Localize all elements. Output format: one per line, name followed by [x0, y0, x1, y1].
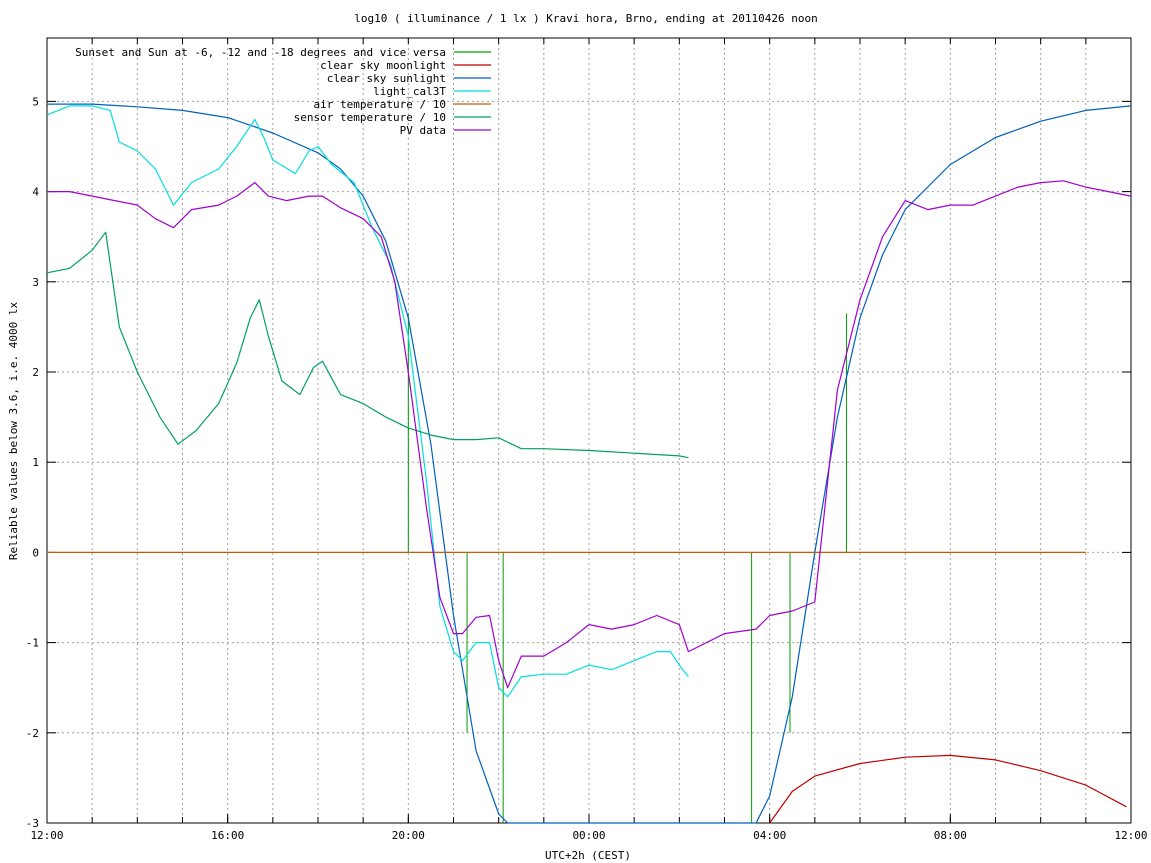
- x-tick-label: 08:00: [934, 829, 967, 842]
- y-tick-label: 2: [32, 366, 39, 379]
- x-tick-label: 04:00: [753, 829, 786, 842]
- y-tick-label: 4: [32, 186, 39, 199]
- y-tick-label: -2: [26, 727, 39, 740]
- y-axis-label: Reliable values below 3.6, i.e. 4000 lx: [7, 301, 20, 560]
- x-tick-label: 00:00: [572, 829, 605, 842]
- series-line-moon: [769, 754, 1127, 824]
- y-tick-label: -1: [26, 637, 39, 650]
- y-tick-label: 0: [32, 546, 39, 559]
- legend-label: clear sky moonlight: [320, 59, 446, 72]
- series-line-sun: [47, 103, 1132, 824]
- x-tick-label: 20:00: [392, 829, 425, 842]
- legend-label: Sunset and Sun at -6, -12 and -18 degree…: [75, 46, 446, 59]
- y-tick-label: 5: [32, 95, 39, 108]
- series-line-sensor: [46, 231, 689, 459]
- legend-label: PV data: [400, 124, 446, 137]
- legend-label: light_cal3T: [373, 85, 446, 98]
- series-line-pv: [47, 180, 1132, 689]
- y-tick-label: 1: [32, 456, 39, 469]
- series-line-light: [46, 105, 689, 698]
- legend-label: sensor temperature / 10: [294, 111, 446, 124]
- y-tick-label: 3: [32, 276, 39, 289]
- y-tick-label: -3: [26, 817, 39, 830]
- axes: -3 -2 -1 0 1 2 3 4 5 12:00 16:00 20:00 00:00 04:00 08:…: [26, 38, 1148, 842]
- x-tick-label: 12:00: [30, 829, 63, 842]
- x-tick-label: 16:00: [211, 829, 244, 842]
- grid: [47, 38, 1131, 823]
- chart-title: log10 ( illuminance / 1 lx ) Kravi hora,…: [354, 12, 818, 25]
- x-tick-label: 12:00: [1114, 829, 1147, 842]
- series-group: [46, 103, 1132, 824]
- legend-label: clear sky sunlight: [327, 72, 446, 85]
- plot-frame: [46, 37, 1132, 824]
- x-axis-label: UTC+2h (CEST): [545, 849, 631, 862]
- legend: Sunset and Sun at -6, -12 and -18 degree…: [75, 46, 491, 137]
- legend-label: air temperature / 10: [314, 98, 446, 111]
